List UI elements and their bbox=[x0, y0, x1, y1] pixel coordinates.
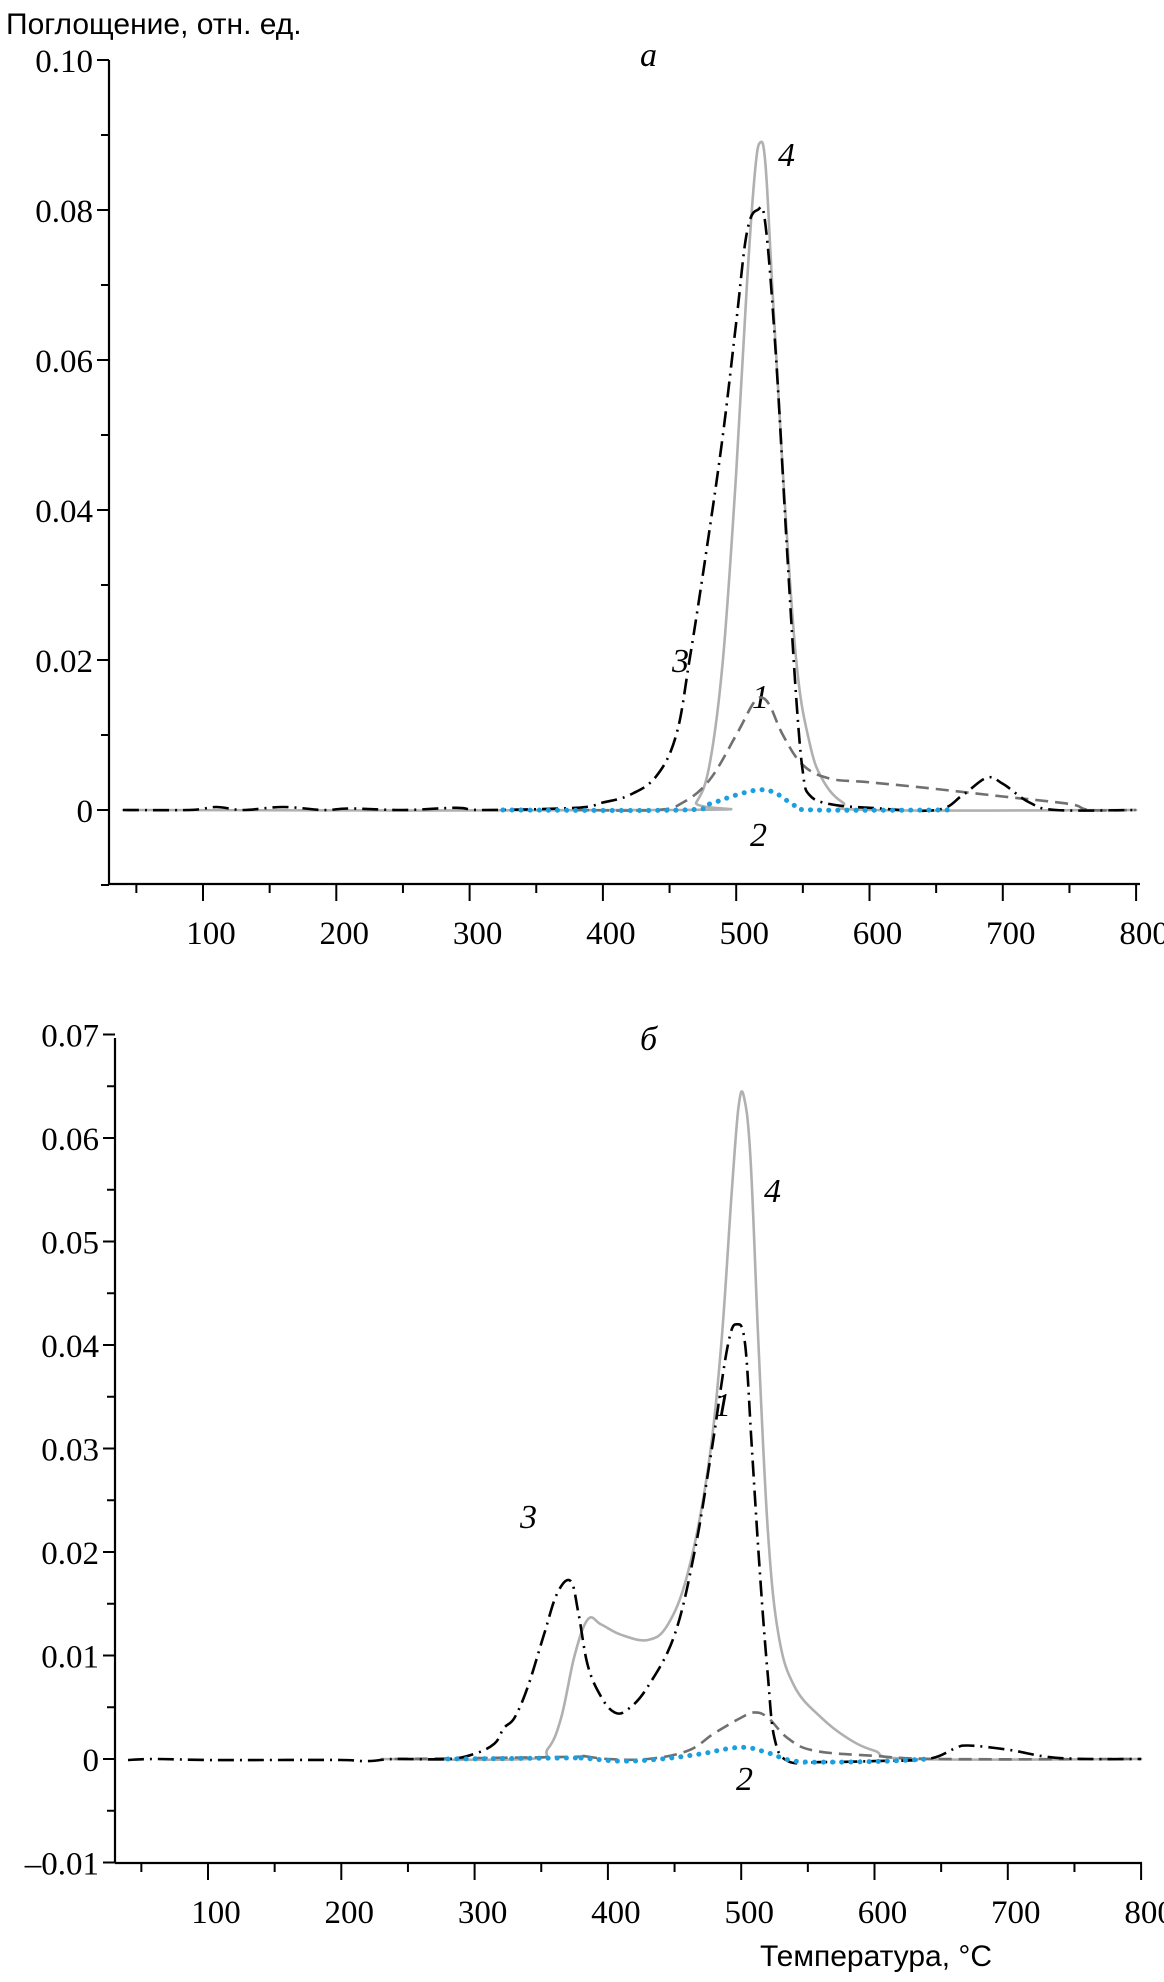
panel-label-b: б bbox=[640, 1021, 659, 1058]
x-tick-label-b: 500 bbox=[724, 1895, 774, 1931]
y-tick-label-a: 0.04 bbox=[35, 494, 93, 530]
series-4-line-a bbox=[121, 140, 1138, 812]
series-4-line-b bbox=[380, 1090, 1143, 1762]
y-tick-label-a: 0.10 bbox=[35, 44, 93, 80]
series-1-line-a bbox=[576, 696, 1137, 812]
y-tick-label-b: 0.03 bbox=[41, 1433, 99, 1469]
x-tick-label-a: 700 bbox=[986, 916, 1036, 952]
curve-label-3-a: 3 bbox=[671, 643, 689, 680]
y-tick-label-a: 0.02 bbox=[35, 644, 93, 680]
y-tick-label-b: 0.07 bbox=[41, 1019, 99, 1055]
x-tick-label-a: 500 bbox=[719, 916, 769, 952]
x-tick-label-b: 700 bbox=[991, 1895, 1041, 1931]
x-axis-title: Температура, °C bbox=[760, 1940, 992, 1973]
y-tick-label-a: 0.06 bbox=[35, 344, 93, 380]
y-tick-label-b: 0.06 bbox=[41, 1122, 99, 1158]
x-tick-label-a: 400 bbox=[586, 916, 636, 952]
x-tick-label-a: 800 bbox=[1119, 916, 1164, 952]
y-tick-label-a: 0.08 bbox=[35, 194, 93, 230]
x-tick-label-b: 100 bbox=[191, 1895, 241, 1931]
x-tick-label-b: 300 bbox=[458, 1895, 508, 1931]
y-tick-label-b: 0.01 bbox=[41, 1640, 99, 1676]
x-tick-label-a: 100 bbox=[186, 916, 236, 952]
series-2-line-b bbox=[445, 1744, 931, 1765]
x-tick-label-b: 400 bbox=[591, 1895, 641, 1931]
y-tick-label-b: 0.05 bbox=[41, 1226, 99, 1262]
x-tick-label-b: 200 bbox=[325, 1895, 375, 1931]
curve-label-4-a: 4 bbox=[778, 137, 795, 174]
x-tick-label-a: 200 bbox=[320, 916, 370, 952]
panel-label-a: а bbox=[640, 37, 657, 74]
y-tick-label-b: 0 bbox=[83, 1743, 100, 1779]
curve-label-4-b: 4 bbox=[764, 1173, 781, 1210]
curve-label-3-b: 3 bbox=[519, 1499, 537, 1536]
curve-label-2-b: 2 bbox=[736, 1761, 753, 1798]
series-2-line-a bbox=[500, 787, 952, 813]
x-tick-label-a: 600 bbox=[853, 916, 903, 952]
y-tick-label-b: 0.04 bbox=[41, 1329, 99, 1365]
y-axis-title: Поглощение, отн. ед. bbox=[6, 8, 302, 41]
x-tick-label-a: 300 bbox=[453, 916, 503, 952]
series-3-line-b bbox=[127, 1322, 1142, 1765]
x-tick-label-b: 800 bbox=[1124, 1895, 1164, 1931]
y-tick-label-b: 0.02 bbox=[41, 1536, 99, 1572]
y-tick-label-b: –0.01 bbox=[24, 1847, 99, 1883]
y-tick-label-a: 0 bbox=[77, 794, 94, 830]
x-tick-label-b: 600 bbox=[858, 1895, 908, 1931]
curve-label-2-a: 2 bbox=[750, 817, 767, 854]
series-3-line-a bbox=[122, 205, 1137, 813]
